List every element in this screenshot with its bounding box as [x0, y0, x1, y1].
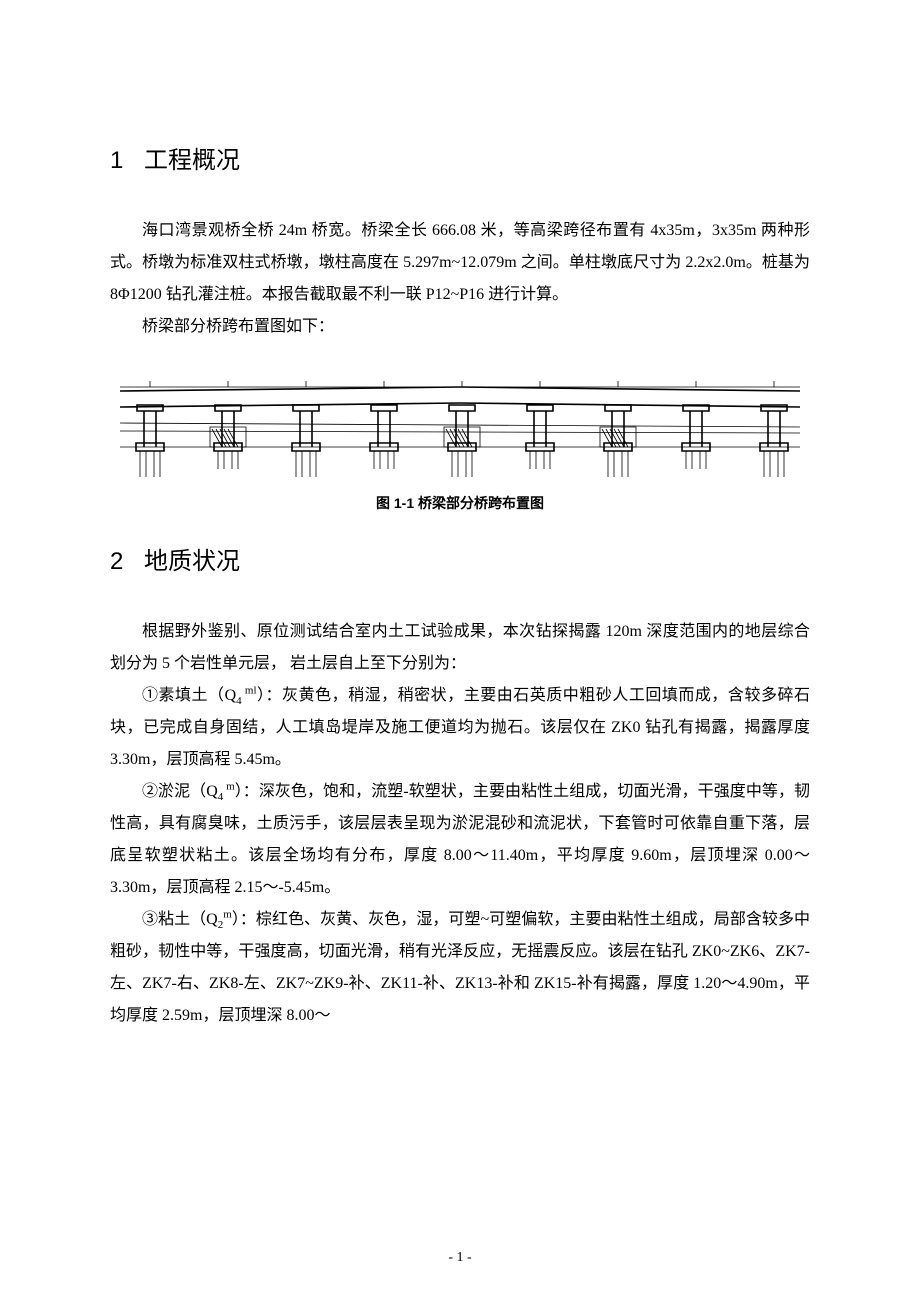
section-1-number: 1 — [110, 147, 144, 175]
section-1-para-1: 海口湾景观桥全桥 24m 桥宽。桥梁全长 666.08 米，等高梁跨径布置有 4… — [110, 215, 810, 311]
section-1-title: 工程概况 — [144, 147, 240, 174]
bridge-elevation-diagram — [110, 369, 810, 479]
section-2-para-4: ③粘土（Q2m）：棕红色、灰黄、灰色，湿，可塑~可塑偏软，主要由粘性土组成，局部… — [110, 904, 810, 1032]
section-2-title: 地质状况 — [144, 548, 240, 575]
page: 1工程概况 海口湾景观桥全桥 24m 桥宽。桥梁全长 666.08 米，等高梁跨… — [0, 0, 920, 1302]
section-2-para-1: 根据野外鉴别、原位测试结合室内土工试验成果，本次钻探揭露 120m 深度范围内的… — [110, 616, 810, 680]
section-2-heading: 2地质状况 — [110, 541, 810, 576]
section-2-para-2: ①素填土（Q4 ml）：灰黄色，稍湿，稍密状，主要由石英质中粗砂人工回填而成，含… — [110, 680, 810, 776]
page-number: - 1 - — [0, 1250, 920, 1266]
section-2-para-3: ②淤泥（Q4 m）：深灰色，饱和，流塑-软塑状，主要由粘性土组成，切面光滑，干强… — [110, 776, 810, 904]
section-1-para-2: 桥梁部分桥跨布置图如下： — [110, 311, 810, 343]
figure-1-1-caption: 图 1-1 桥梁部分桥跨布置图 — [110, 493, 810, 513]
section-1-heading: 1工程概况 — [110, 140, 810, 175]
figure-1-1 — [110, 369, 810, 479]
section-2-number: 2 — [110, 548, 144, 576]
